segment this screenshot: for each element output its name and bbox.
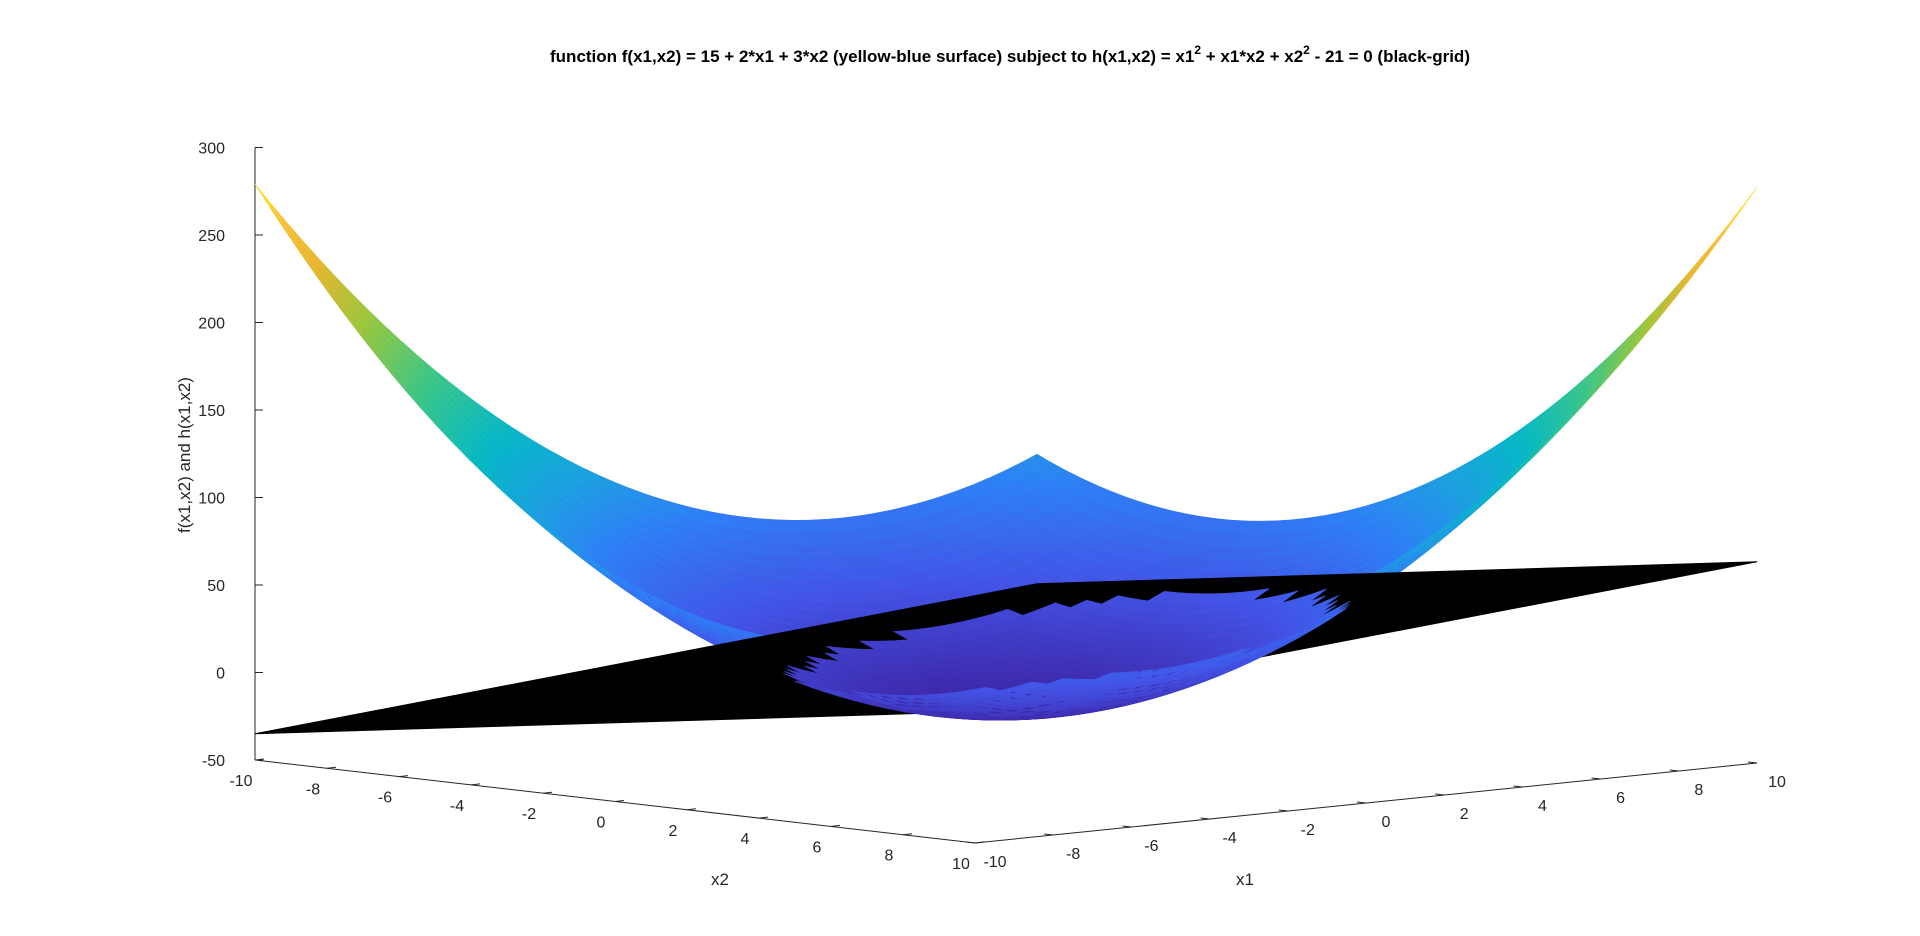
- x2-tick-label: 2: [669, 823, 678, 840]
- x1-tick-label: 0: [1382, 814, 1391, 831]
- bowl-patch: [287, 223, 320, 265]
- x2-tick-label: 8: [885, 848, 894, 865]
- bowl-patch: [1725, 187, 1758, 231]
- x1-tick-mark: [1591, 777, 1601, 780]
- bowl-patch: [1619, 318, 1651, 356]
- x1-tick-label: -2: [1301, 822, 1315, 839]
- x1-tick-label: -8: [1066, 846, 1080, 863]
- bowl-patch-low: [1318, 600, 1351, 621]
- x1-axis-label: x1: [1236, 870, 1254, 889]
- z-axis-label: f(x1,x2) and h(x1,x2): [175, 377, 194, 533]
- x1-tick-label: 8: [1694, 782, 1703, 799]
- x2-tick-mark: [758, 816, 769, 819]
- x2-tick-label: -8: [306, 781, 320, 798]
- x2-tick-mark: [254, 758, 265, 761]
- bowl-patch-low: [1295, 588, 1327, 607]
- x1-tick-label: -6: [1144, 838, 1158, 855]
- x1-tick-mark: [1435, 793, 1445, 796]
- z-tick-label: 300: [198, 141, 225, 158]
- bowl-patch: [269, 207, 302, 250]
- z-tick-label: -50: [202, 753, 225, 770]
- x2-tick-mark: [398, 775, 409, 778]
- title-mid: + x1*x2 + x2: [1201, 47, 1303, 66]
- x1-tick-label: 10: [1768, 774, 1786, 791]
- x1-tick-mark: [1669, 769, 1679, 772]
- title-end: - 21 = 0 (black-grid): [1310, 47, 1470, 66]
- x2-tick-label: -6: [378, 790, 392, 807]
- surfaces: [254, 184, 1758, 735]
- x2-tick-label: -2: [522, 806, 536, 823]
- x1-tick-mark: [1044, 833, 1054, 836]
- x1-tick-label: -10: [983, 854, 1006, 871]
- title-sup1: 2: [1194, 43, 1201, 57]
- x1-tick-label: 6: [1616, 790, 1625, 807]
- x1-tick-mark: [1200, 817, 1210, 820]
- bowl-patch-low: [1266, 590, 1299, 607]
- x2-tick-mark: [470, 783, 481, 786]
- x1-tick-mark: [1747, 761, 1758, 764]
- x2-tick-label: 4: [741, 831, 750, 848]
- x2-tick-mark: [902, 833, 913, 836]
- z-tick-label: 50: [207, 578, 225, 595]
- z-tick-label: 250: [198, 228, 225, 245]
- z-tick-label: 0: [216, 666, 225, 683]
- bowl-patch-low: [1305, 604, 1337, 624]
- x1-tick-label: 4: [1538, 798, 1547, 815]
- bowl-below-plane: [782, 588, 1351, 721]
- bowl-patch: [286, 226, 318, 269]
- z-tick-label: 100: [198, 491, 225, 508]
- chart-title: function f(x1,x2) = 15 + 2*x1 + 3*x2 (ye…: [550, 43, 1470, 66]
- bowl-patch-low: [1307, 595, 1340, 614]
- z-tick-label: 200: [198, 316, 225, 333]
- x2-tick-mark: [830, 824, 841, 827]
- x1-tick-label: -4: [1222, 830, 1236, 847]
- z-tick-label: 150: [198, 403, 225, 420]
- bowl-patch-low: [1306, 600, 1338, 619]
- x2-tick-mark: [326, 766, 337, 769]
- x1-tick-mark: [1278, 809, 1288, 812]
- x2-tick-label: -4: [450, 798, 464, 815]
- x1-tick-mark: [1122, 825, 1132, 828]
- x1-tick-mark: [965, 841, 976, 844]
- bowl-patch: [1604, 334, 1636, 371]
- bowl-patch-low: [1237, 588, 1270, 603]
- x2-tick-mark: [686, 808, 697, 811]
- x2-tick-label: 0: [597, 815, 606, 832]
- x1-tick-mark: [1513, 785, 1523, 788]
- x1-tick-mark: [1356, 801, 1367, 804]
- x1-tick-label: 2: [1460, 806, 1469, 823]
- x2-tick-label: 10: [952, 856, 970, 873]
- bowl-patch: [1650, 280, 1683, 319]
- bowl-patch: [1635, 296, 1668, 335]
- x2-tick-mark: [614, 800, 625, 802]
- x2-tick-label: 6: [813, 839, 822, 856]
- bowl-patch-low: [1293, 595, 1326, 614]
- bowl-patch: [271, 203, 303, 247]
- bowl-patch: [254, 184, 287, 228]
- x2-tick-mark: [542, 791, 553, 794]
- x2-tick-label: -10: [229, 773, 252, 790]
- axes: [254, 147, 1758, 844]
- bowl-patch: [302, 245, 335, 287]
- bowl-patch-low: [1317, 603, 1350, 624]
- x2-axis-label: x2: [711, 870, 729, 889]
- bowl-patch-low: [1316, 606, 1348, 627]
- title-sup2: 2: [1303, 43, 1310, 57]
- title-base: function f(x1,x2) = 15 + 2*x1 + 3*x2 (ye…: [550, 47, 1194, 66]
